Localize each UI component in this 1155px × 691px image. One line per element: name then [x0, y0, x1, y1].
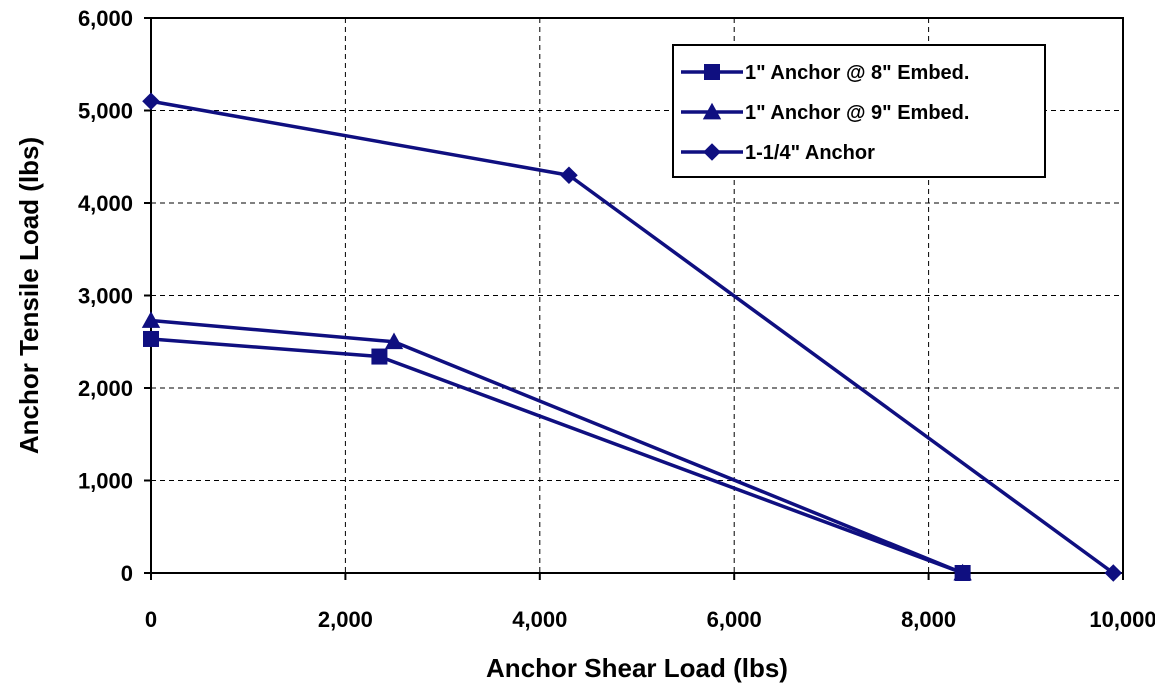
y-tick-label: 2,000 — [78, 376, 133, 401]
y-axis-label: Anchor Tensile Load (lbs) — [14, 137, 44, 454]
series-line — [150, 318, 964, 575]
y-axis-ticks: 0 1,000 2,000 3,000 4,000 5,000 6,000 — [78, 6, 151, 586]
series-1 — [143, 330, 971, 581]
data-point-triangle — [384, 332, 404, 350]
x-axis-label: Anchor Shear Load (lbs) — [486, 653, 788, 683]
y-tick-label: 4,000 — [78, 191, 133, 216]
legend: 1" Anchor @ 8" Embed. 1" Anchor @ 9" Embe… — [672, 44, 1046, 178]
series-group — [141, 92, 1123, 582]
x-tick-label: 0 — [145, 607, 157, 632]
x-tick-label: 10,000 — [1089, 607, 1155, 632]
x-axis-ticks: 0 2,000 4,000 6,000 8,000 10,000 — [145, 573, 1155, 632]
x-tick-label: 6,000 — [707, 607, 762, 632]
data-point-diamond — [560, 166, 578, 185]
y-tick-label: 3,000 — [78, 284, 133, 309]
x-tick-label: 4,000 — [512, 607, 567, 632]
legend-marker-diamond — [703, 143, 721, 161]
legend-entry: 1" Anchor @ 8" Embed. — [681, 62, 969, 84]
y-tick-label: 5,000 — [78, 99, 133, 124]
y-tick-label: 6,000 — [78, 6, 133, 31]
legend-label: 1-1/4" Anchor — [745, 142, 875, 164]
data-point-square — [371, 348, 388, 365]
legend-entry: 1-1/4" Anchor — [681, 142, 875, 164]
data-point-square — [143, 330, 159, 347]
legend-marker-square — [704, 64, 720, 80]
data-point-triangle — [953, 563, 972, 581]
data-point-diamond — [142, 92, 160, 111]
legend-marker-triangle — [702, 102, 722, 120]
y-tick-label: 1,000 — [78, 469, 133, 494]
series-2 — [141, 311, 972, 581]
legend-entry: 1" Anchor @ 9" Embed. — [681, 102, 969, 124]
x-tick-label: 8,000 — [901, 607, 956, 632]
legend-label: 1" Anchor @ 8" Embed. — [745, 62, 969, 84]
data-point-diamond — [1104, 564, 1123, 582]
legend-label: 1" Anchor @ 9" Embed. — [745, 102, 969, 124]
data-point-triangle — [141, 311, 161, 328]
x-tick-label: 2,000 — [318, 607, 373, 632]
series-3 — [142, 92, 1123, 582]
y-tick-label: 0 — [121, 561, 133, 586]
